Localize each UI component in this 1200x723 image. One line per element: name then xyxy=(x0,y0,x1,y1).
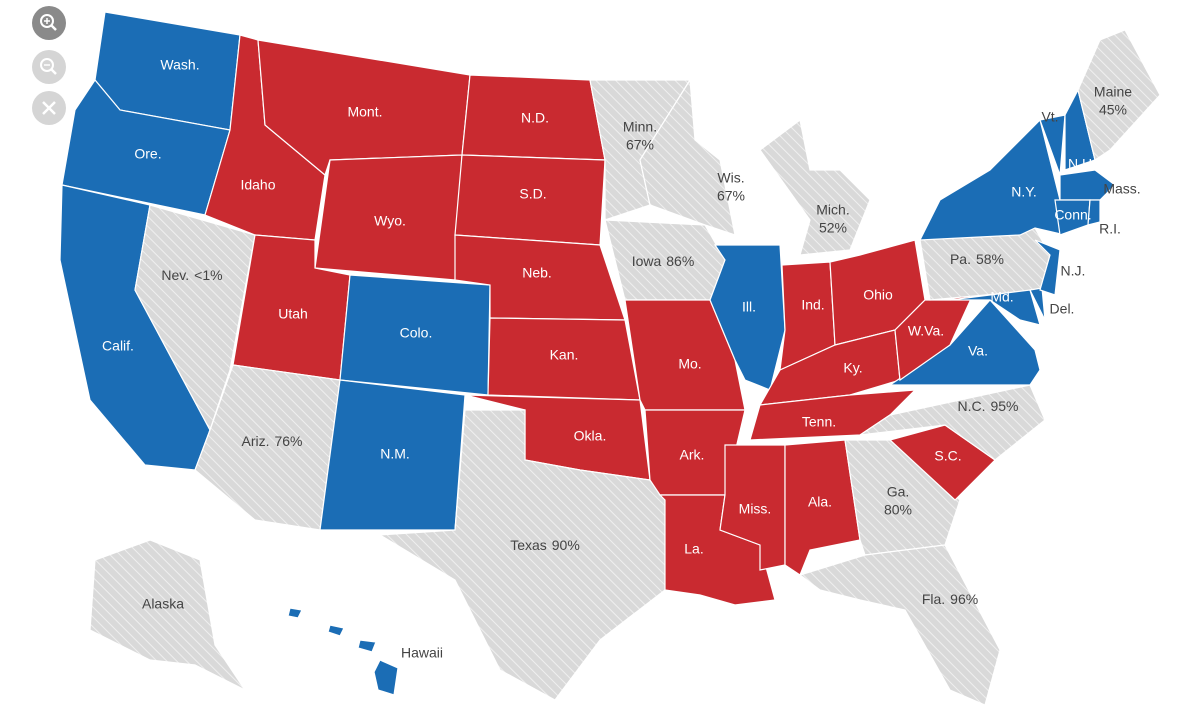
reported-percent: 45% xyxy=(1099,102,1127,118)
state-label-line: Pa. 58% xyxy=(950,251,1004,267)
state-label: S.C. xyxy=(934,448,961,464)
reported-percent: 76% xyxy=(274,433,302,449)
state-label: Ore. xyxy=(134,146,161,162)
state-shape xyxy=(709,244,786,391)
state-shape xyxy=(639,78,736,236)
state-label: Okla. xyxy=(574,428,607,444)
state-label-line: Ariz. 76% xyxy=(241,433,302,449)
state-label-line: Nev. <1% xyxy=(161,267,222,283)
state-label: N.D. xyxy=(521,110,549,126)
state-label: Ohio xyxy=(863,287,893,303)
state-shape xyxy=(1034,239,1061,296)
state-label: Neb. xyxy=(522,265,552,281)
state-label: Ariz. xyxy=(241,433,269,449)
state-label: Ark. xyxy=(680,447,705,463)
state-label: Mass. xyxy=(1103,181,1140,197)
state-label: Calif. xyxy=(102,338,134,354)
state-shape xyxy=(949,289,1041,326)
state-label: R.I. xyxy=(1099,221,1121,237)
state-labels: Wash. Ore. Calif. Nev. <1% Idaho Mont. Wyo. Utah… xyxy=(102,57,1141,661)
state-label: Alaska xyxy=(142,596,184,612)
state-shape xyxy=(604,219,726,301)
state-label: Hawaii xyxy=(401,645,443,661)
reported-percent: 95% xyxy=(990,398,1018,414)
states xyxy=(59,11,1161,706)
state-label: Pa. xyxy=(950,251,971,267)
state-label-line: N.C. 95% xyxy=(957,398,1018,414)
state-shape xyxy=(759,118,871,256)
state-shape xyxy=(1059,169,1116,201)
state-label: Mont. xyxy=(347,104,382,120)
state-label: Ind. xyxy=(801,297,824,313)
state-shape xyxy=(1039,114,1066,176)
state-label: N.J. xyxy=(1061,263,1086,279)
state-label-line: Fla. 96% xyxy=(922,591,978,607)
state-label: Colo. xyxy=(400,325,433,341)
state-label: Ga. xyxy=(887,484,910,500)
state-label: Conn. xyxy=(1054,207,1091,223)
state-label: Mo. xyxy=(678,356,701,372)
reported-percent: 52% xyxy=(819,220,847,236)
state-label: Fla. xyxy=(922,591,945,607)
state-label: Ala. xyxy=(808,494,832,510)
state-shape xyxy=(378,409,666,701)
state-label: Nev. xyxy=(161,267,189,283)
reported-percent: 58% xyxy=(976,251,1004,267)
state-label: Wis. xyxy=(717,170,744,186)
state-label: S.D. xyxy=(519,186,546,202)
reported-percent: 90% xyxy=(552,537,580,553)
state-shape xyxy=(798,544,1001,706)
reported-percent: <1% xyxy=(194,267,222,283)
state-label: Wash. xyxy=(160,57,199,73)
state-shape xyxy=(1087,199,1101,226)
reset-button[interactable] xyxy=(32,91,66,125)
reported-percent: 86% xyxy=(666,253,694,269)
state-label: Iowa xyxy=(632,253,662,269)
state-shape xyxy=(919,118,1066,241)
zoom-out-button[interactable] xyxy=(32,50,66,84)
state-label: Wyo. xyxy=(374,213,406,229)
state-label-line: Texas 90% xyxy=(510,537,580,553)
state-label: Del. xyxy=(1050,301,1075,317)
state-label: Mich. xyxy=(816,202,849,218)
reported-percent: 67% xyxy=(717,188,745,204)
state-shape xyxy=(287,607,399,696)
state-label: Miss. xyxy=(739,501,772,517)
state-shape xyxy=(1029,287,1046,321)
state-label: W.Va. xyxy=(908,323,944,339)
state-label: Vt. xyxy=(1041,109,1058,125)
state-label: N.Y. xyxy=(1011,184,1036,200)
state-label: Minn. xyxy=(623,119,657,135)
state-label-line: Iowa 86% xyxy=(632,253,695,269)
reported-percent: 80% xyxy=(884,502,912,518)
state-label: Utah xyxy=(278,306,308,322)
state-label: N.H. xyxy=(1068,156,1096,172)
state-label: La. xyxy=(684,541,703,557)
state-label: Texas xyxy=(510,537,547,553)
state-label: N.C. xyxy=(957,398,985,414)
state-label: Ky. xyxy=(843,360,862,376)
state-label: Kan. xyxy=(550,347,579,363)
state-label: Va. xyxy=(968,343,988,359)
state-label: Tenn. xyxy=(802,414,836,430)
reported-percent: 96% xyxy=(950,591,978,607)
reported-percent: 67% xyxy=(626,137,654,153)
state-shape xyxy=(1077,29,1161,161)
state-label: Md. xyxy=(990,289,1013,305)
state-label: Idaho xyxy=(240,177,275,193)
state-shape xyxy=(89,539,247,692)
state-label: Ill. xyxy=(742,299,756,315)
state-label: Maine xyxy=(1094,84,1132,100)
zoom-in-button[interactable] xyxy=(32,6,66,40)
state-label: N.M. xyxy=(380,446,410,462)
